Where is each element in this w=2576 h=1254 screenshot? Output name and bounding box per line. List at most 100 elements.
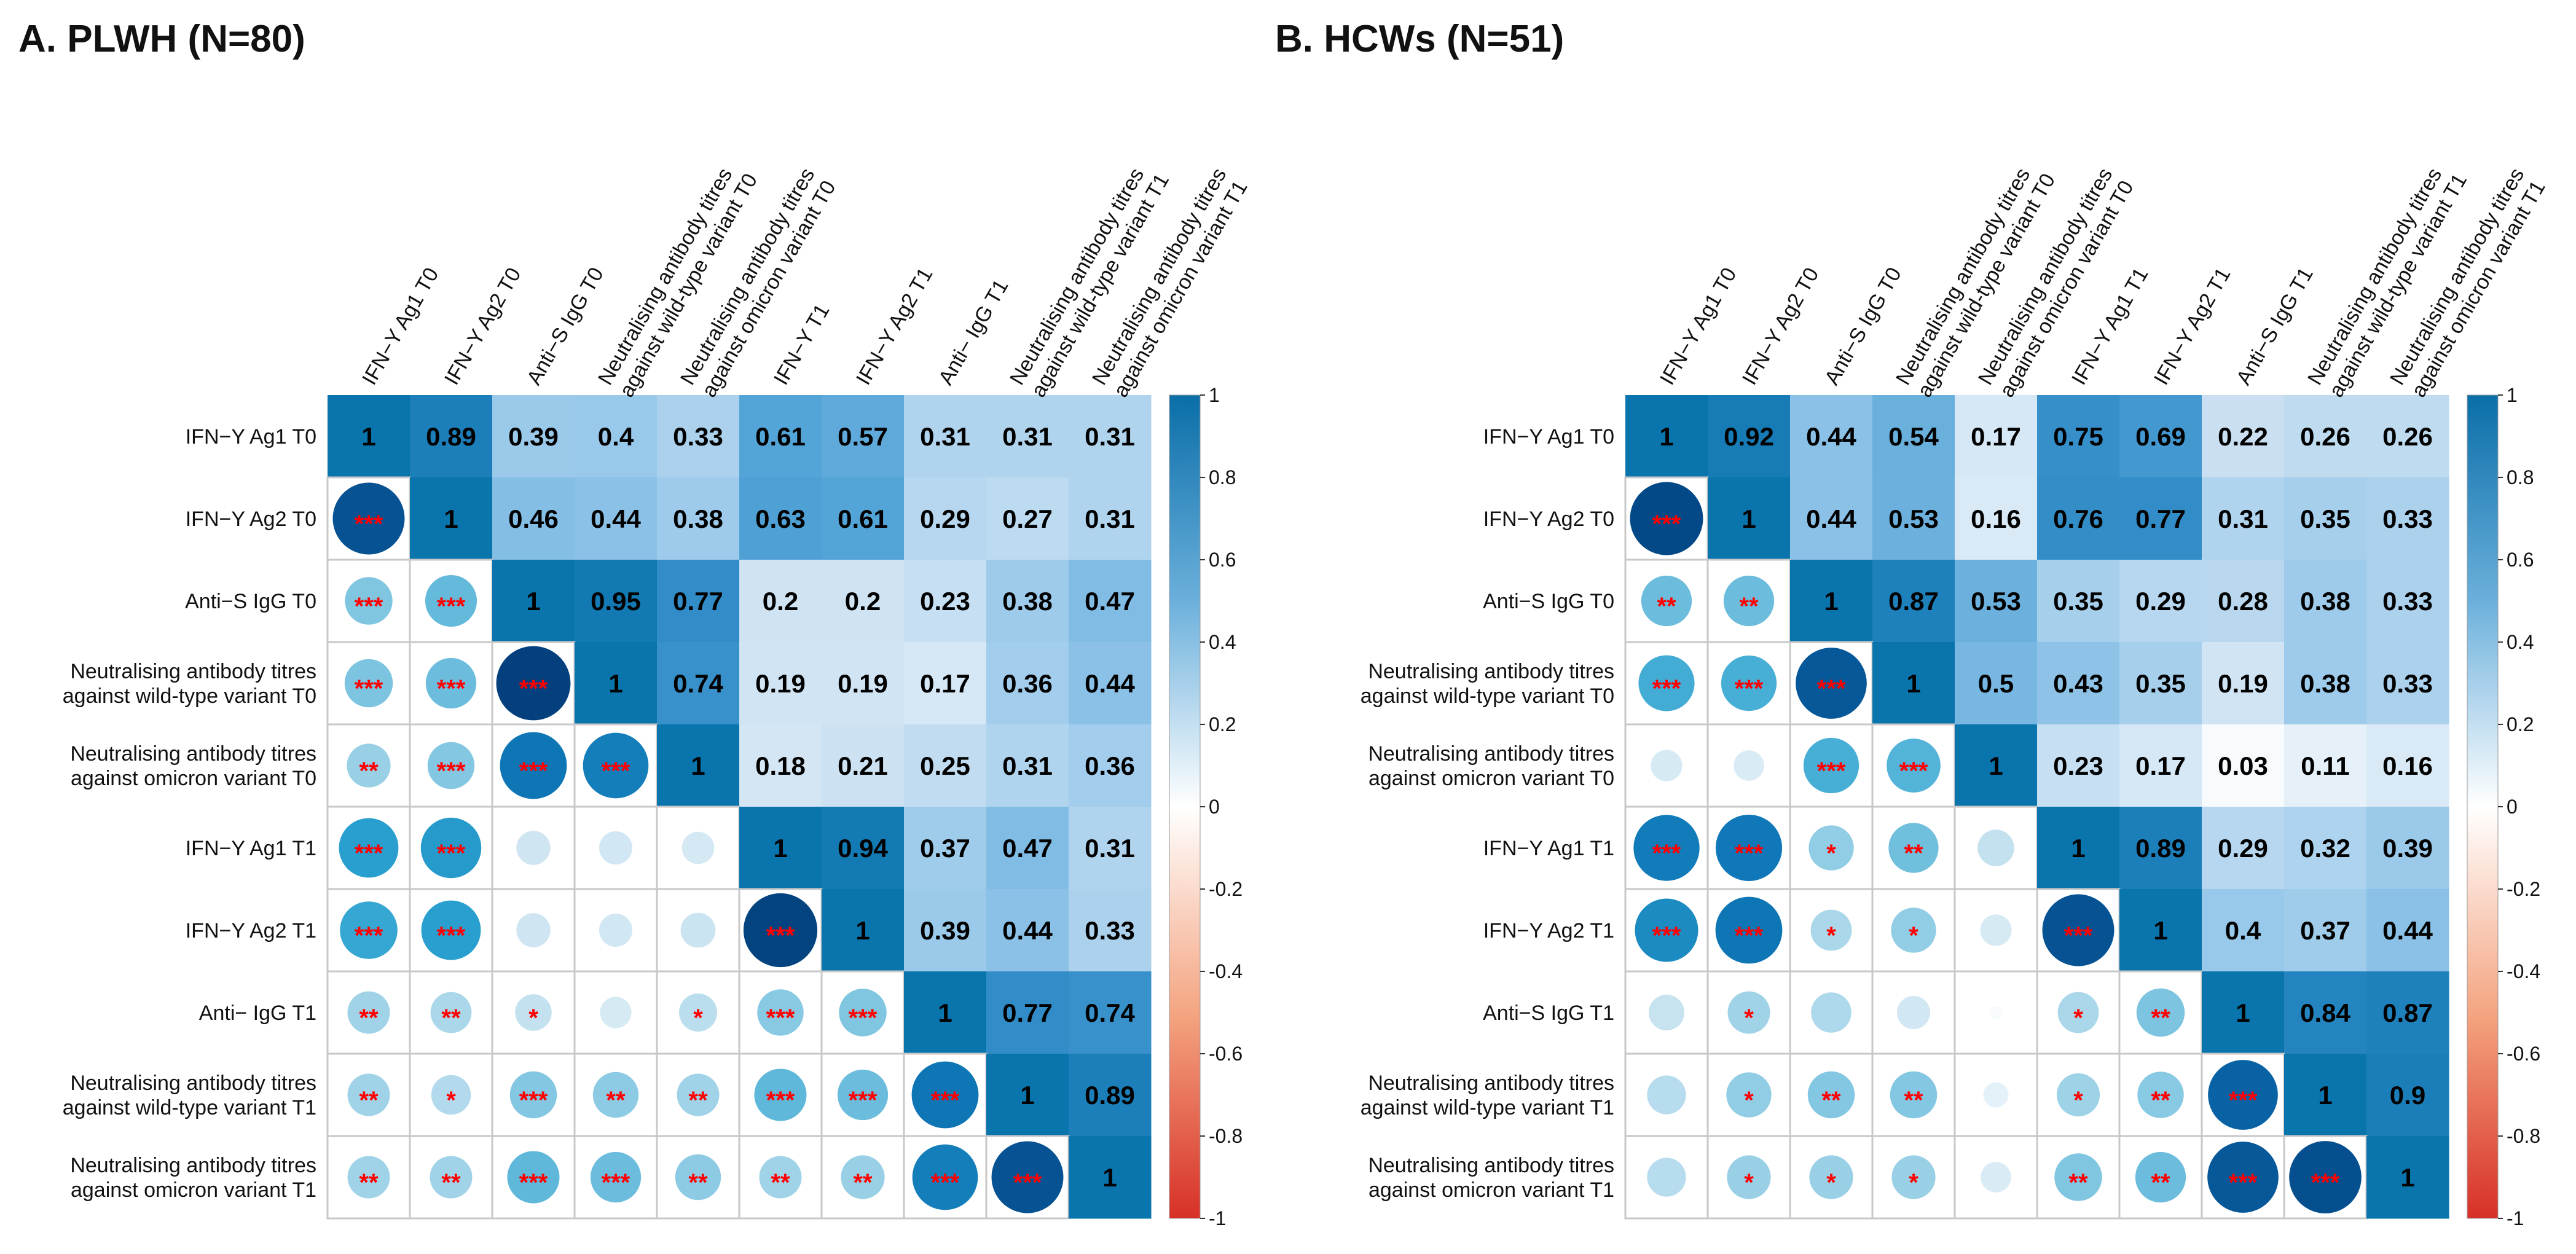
correlation-circle bbox=[345, 577, 393, 625]
cell-value-label: 0.2 bbox=[763, 587, 798, 616]
column-label-line: IFN−Y Ag2 T1 bbox=[2150, 264, 2236, 389]
heat-cell bbox=[986, 807, 1069, 890]
row-label-line: IFN−Y Ag1 T0 bbox=[186, 425, 316, 449]
heat-cell bbox=[1872, 560, 1955, 643]
heat-cell bbox=[2366, 642, 2449, 725]
cell-value-label: 0.31 bbox=[920, 422, 970, 451]
heat-cell bbox=[1708, 395, 1791, 478]
significance-stars: *** bbox=[766, 1005, 795, 1032]
heat-cell bbox=[2202, 477, 2285, 560]
grid-cell bbox=[409, 723, 493, 808]
cell-value-label: 1 bbox=[691, 751, 705, 780]
cell-value-label: 0.37 bbox=[2300, 916, 2350, 945]
significance-stars: ** bbox=[771, 1169, 790, 1196]
colorbar-tick-label: 1 bbox=[1209, 384, 1220, 406]
correlation-circle bbox=[1635, 898, 1698, 962]
heat-cell bbox=[2119, 807, 2202, 890]
cell-value-label: 0.4 bbox=[598, 422, 634, 451]
cell-value-label: 0.53 bbox=[1971, 587, 2021, 616]
cell-value-label: 0.18 bbox=[755, 751, 806, 780]
cell-value-label: 0.26 bbox=[2300, 422, 2350, 451]
correlation-circle bbox=[2057, 992, 2099, 1033]
heat-cell bbox=[2037, 395, 2120, 478]
heat-cell bbox=[1872, 642, 1955, 725]
correlation-circle bbox=[1723, 575, 1775, 627]
correlation-circle bbox=[332, 482, 405, 555]
column-label: IFN−Y Ag2 T0 bbox=[440, 264, 526, 389]
correlation-circle bbox=[1715, 814, 1783, 882]
heat-cell bbox=[822, 642, 905, 725]
heat-cell bbox=[1955, 477, 2038, 560]
significance-stars: *** bbox=[2064, 922, 2093, 949]
row-label-line: Anti−S IgG T0 bbox=[185, 590, 316, 613]
correlation-circle bbox=[583, 732, 649, 799]
colorbar-tick-label: -0.8 bbox=[1209, 1125, 1243, 1147]
significance-stars: ** bbox=[1739, 593, 1759, 620]
row-label: IFN−Y Ag2 T0 bbox=[186, 507, 316, 531]
correlation-circle bbox=[1647, 1075, 1686, 1115]
cell-value-label: 0.74 bbox=[673, 669, 723, 698]
significance-stars: ** bbox=[359, 1087, 379, 1114]
cell-value-label: 1 bbox=[1742, 504, 1756, 533]
heat-cell bbox=[657, 477, 740, 560]
correlation-circle bbox=[1803, 737, 1859, 794]
cell-value-label: 0.87 bbox=[1888, 587, 1939, 616]
colorbar-tick-label: -0.4 bbox=[1209, 960, 1243, 982]
significance-stars: *** bbox=[437, 675, 466, 702]
cell-value-label: 0.36 bbox=[1085, 751, 1135, 780]
cell-value-label: 0.61 bbox=[838, 504, 888, 533]
column-label-line: IFN−Y Ag2 T0 bbox=[1738, 264, 1824, 389]
heat-cell bbox=[2284, 971, 2367, 1054]
cell-value-label: 0.31 bbox=[1085, 504, 1135, 533]
cell-value-label: 0.63 bbox=[755, 504, 806, 533]
significance-stars: *** bbox=[355, 922, 383, 949]
column-label: Anti−S IgG T1 bbox=[2232, 264, 2318, 389]
cell-value-label: 1 bbox=[2153, 916, 2167, 945]
column-label: IFN−Y Ag1 T0 bbox=[1655, 264, 1742, 389]
significance-stars: ** bbox=[853, 1169, 873, 1196]
significance-stars: ** bbox=[1904, 1087, 1923, 1114]
heat-cell bbox=[2284, 560, 2367, 643]
heat-cell bbox=[986, 889, 1069, 972]
colorbar-tick-label: 0.6 bbox=[2507, 549, 2534, 571]
cell-value-label: 0.77 bbox=[673, 587, 723, 616]
cell-value-label: 0.4 bbox=[2225, 916, 2261, 945]
correlation-circle bbox=[425, 657, 477, 709]
heat-cell bbox=[2037, 807, 2120, 890]
cell-value-label: 0.31 bbox=[1002, 751, 1053, 780]
heat-cell bbox=[986, 1054, 1069, 1137]
correlation-circle bbox=[839, 989, 887, 1037]
heat-cell bbox=[657, 395, 740, 478]
significance-stars: * bbox=[1909, 1169, 1918, 1196]
heat-cell bbox=[739, 395, 822, 478]
cell-value-label: 1 bbox=[2071, 834, 2085, 863]
heat-cell bbox=[2366, 1054, 2449, 1137]
row-label: Anti−S IgG T0 bbox=[185, 590, 316, 613]
cell-value-label: 0.38 bbox=[2300, 669, 2350, 698]
significance-stars: *** bbox=[1817, 758, 1846, 785]
cell-value-label: 1 bbox=[1906, 669, 1920, 698]
heat-cell bbox=[1955, 560, 2038, 643]
heat-cell bbox=[1790, 477, 1873, 560]
significance-stars: ** bbox=[606, 1087, 626, 1114]
significance-stars: *** bbox=[355, 593, 383, 620]
significance-stars: ** bbox=[359, 1005, 379, 1032]
cell-value-label: 0.75 bbox=[2053, 422, 2103, 451]
significance-stars: *** bbox=[355, 675, 383, 702]
heat-cell bbox=[2284, 807, 2367, 890]
correlation-circle bbox=[679, 993, 717, 1032]
heat-cell bbox=[410, 477, 493, 560]
heat-cell bbox=[657, 724, 740, 807]
colorbar-tick-label: -1 bbox=[1209, 1207, 1226, 1229]
column-label-line: IFN−Y T1 bbox=[769, 300, 834, 389]
heat-cell bbox=[2119, 642, 2202, 725]
heat-cell bbox=[2284, 642, 2367, 725]
cell-value-label: 0.54 bbox=[1888, 422, 1939, 451]
cell-value-label: 0.31 bbox=[1085, 834, 1135, 863]
row-label: Neutralising antibody titres against wild… bbox=[1361, 660, 1614, 708]
heat-cell bbox=[822, 560, 905, 643]
colorbar-tick-label: 0.8 bbox=[1209, 466, 1236, 488]
correlation-circle bbox=[912, 1144, 978, 1210]
row-label-line: Neutralising antibody titres bbox=[70, 742, 316, 766]
cell-value-label: 1 bbox=[361, 422, 375, 451]
